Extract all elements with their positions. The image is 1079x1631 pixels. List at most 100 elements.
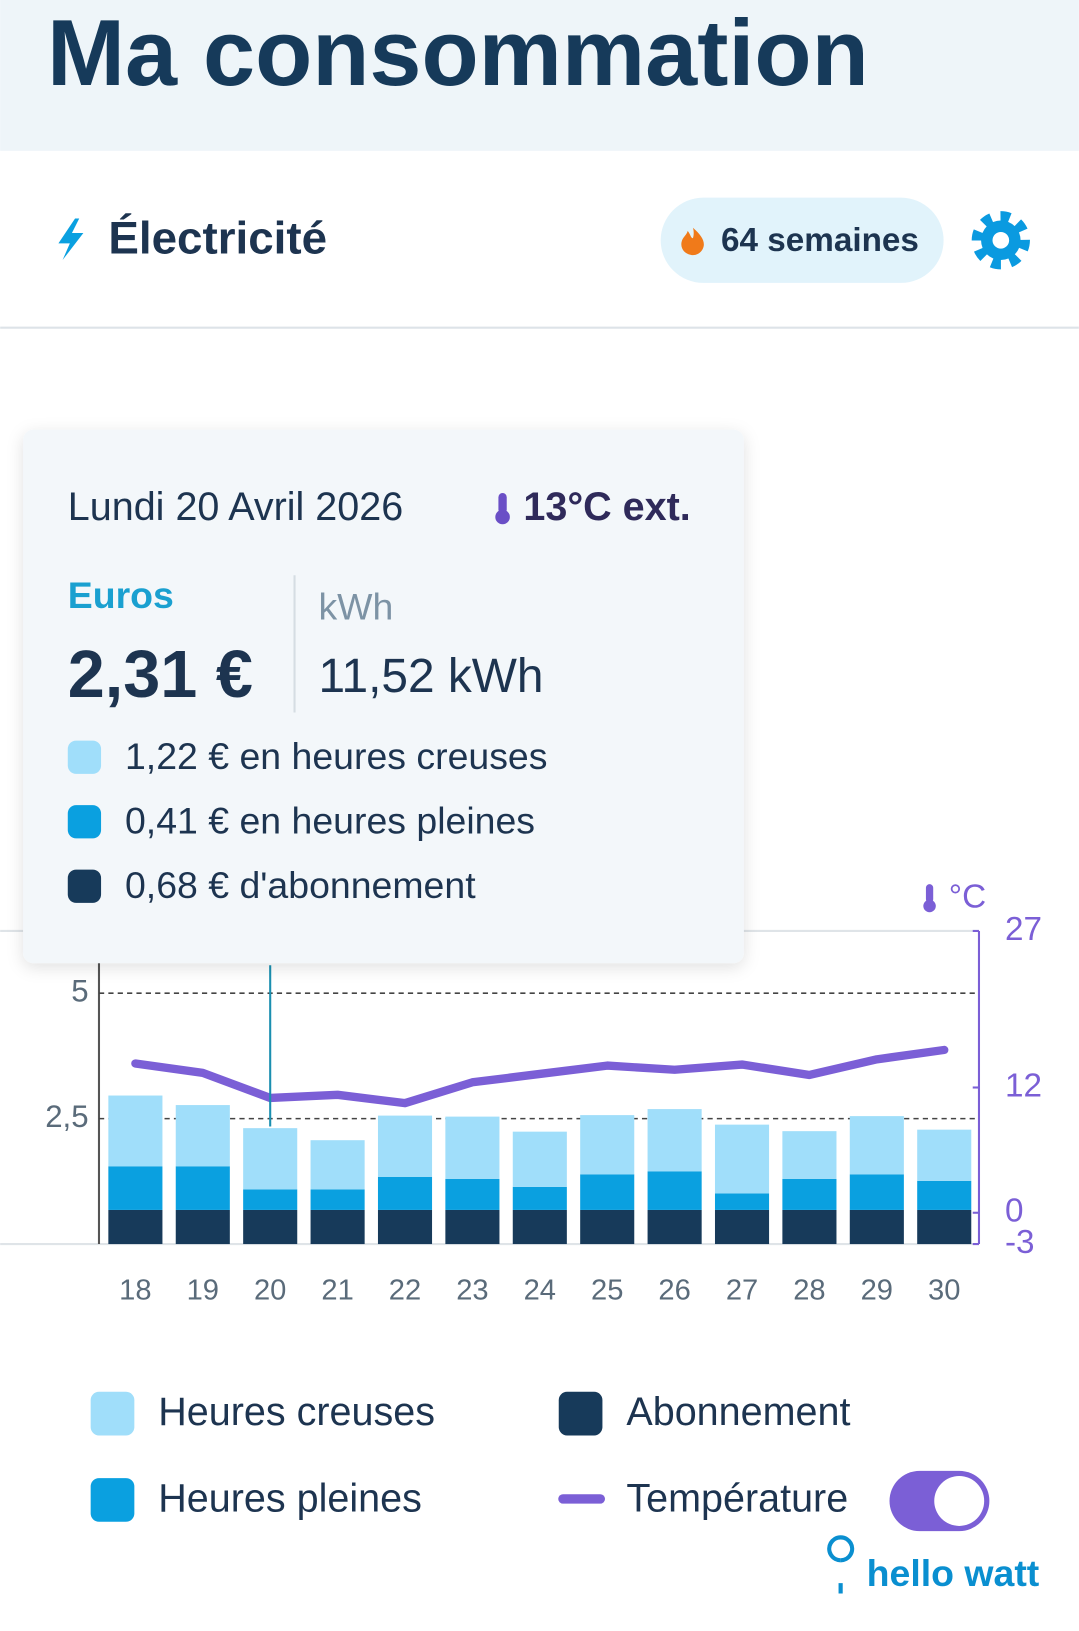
x-tick-label: 21 (321, 1275, 353, 1307)
temperature-toggle[interactable] (889, 1470, 990, 1532)
tooltip-item: 0,68 € d'abonnement (125, 864, 476, 906)
y2-axis-label: °C (949, 879, 986, 916)
x-tick-label: 25 (591, 1275, 623, 1307)
legend-label: Abonnement (626, 1390, 850, 1434)
header-bg (0, 0, 1079, 151)
gear-teeth (971, 211, 1030, 270)
swatch (67, 805, 102, 839)
bulb-icon (827, 1535, 855, 1594)
bar-segment (445, 1116, 500, 1179)
bar-segment (175, 1105, 230, 1167)
bar-segment (243, 1128, 298, 1190)
x-tick-label: 27 (726, 1275, 758, 1307)
bar-segment (310, 1140, 365, 1190)
kwh-total: 11,52 kWh (318, 650, 543, 703)
bar-segment (108, 1095, 163, 1167)
thermometer-icon (925, 884, 934, 903)
y2-tick-label: 27 (1005, 911, 1042, 948)
bar-segment (175, 1166, 230, 1210)
streak-pill[interactable]: 64 semaines (660, 197, 944, 283)
bar-segment (512, 1131, 567, 1187)
thermometer-icon (923, 899, 936, 913)
y2-tick-label: -3 (1005, 1224, 1035, 1261)
x-tick-label: 18 (119, 1275, 151, 1307)
temperature-line (131, 1045, 949, 1108)
x-tick-label: 29 (861, 1275, 893, 1307)
streak-text: 64 semaines (721, 222, 919, 259)
brand: hello watt (827, 1535, 1040, 1594)
bar-segment (917, 1209, 972, 1245)
legend-label: Température (626, 1476, 848, 1520)
legend-swatch (558, 1391, 603, 1436)
energy-label: Électricité (108, 212, 327, 263)
bar-segment (175, 1209, 230, 1245)
bar-segment (849, 1116, 904, 1175)
bar-segment (714, 1209, 770, 1245)
bar-segment (782, 1209, 837, 1245)
tooltip-item: 0,41 € en heures pleines (125, 800, 535, 842)
bar-segment (108, 1209, 163, 1245)
pill-bg (660, 197, 944, 283)
legend: Heures creuses Heures pleines Abonnement Te… (90, 1390, 850, 1522)
tooltip-date: Lundi 20 Avril 2026 (68, 485, 403, 529)
legend-swatch (90, 1478, 135, 1522)
tooltip: Lundi 20 Avril 2026 13°C ext. Euros kWh … (23, 429, 744, 964)
x-tick-label: 24 (524, 1275, 556, 1307)
bar-segment (782, 1178, 837, 1210)
page-title: Ma consommation (47, 0, 869, 105)
bar-segment (310, 1209, 365, 1245)
bar-segment (377, 1115, 433, 1177)
bar-segment (647, 1171, 702, 1210)
bar-segment (243, 1189, 298, 1210)
x-tick-label: 22 (389, 1275, 421, 1307)
kwh-label: kWh (318, 585, 393, 627)
tooltip-item: 1,22 € en heures creuses (125, 735, 548, 777)
settings-button[interactable] (971, 211, 1030, 270)
bar-segment (310, 1189, 365, 1210)
tooltip-temperature: 13°C ext. (523, 485, 690, 529)
bar-segment (512, 1209, 567, 1245)
swatch (67, 869, 102, 903)
bar-segment (647, 1209, 702, 1245)
bar-segment (377, 1209, 433, 1245)
euros-total: 2,31 € (68, 638, 253, 712)
y2-tick-label: 12 (1005, 1067, 1042, 1104)
flame-icon (681, 227, 704, 256)
bar-segment (580, 1209, 635, 1245)
bar-segment (377, 1176, 433, 1210)
bar-segment (849, 1209, 904, 1245)
x-tick-label: 28 (793, 1275, 825, 1307)
legend-label: Heures creuses (158, 1390, 435, 1434)
y-tick-label: 2,5 (45, 1099, 88, 1134)
y-tick-label: 5 (71, 973, 88, 1008)
tooltip-bg (23, 429, 744, 964)
brand-name: hello watt (867, 1552, 1040, 1594)
chart: 2,5 5 -30 12 27 °C 18 19 20 21 22 23 24 25 26 27 28 29 30 (0, 879, 1042, 1307)
bar-segment (917, 1129, 972, 1181)
swatch (67, 740, 102, 774)
legend-label: Heures pleines (158, 1476, 422, 1520)
y2-tick-label: 0 (1005, 1193, 1024, 1230)
x-tick-label: 20 (254, 1275, 286, 1307)
euros-label: Euros (68, 574, 174, 616)
bar-segment (714, 1193, 770, 1210)
bar-segment (714, 1124, 770, 1194)
bolt-icon (58, 218, 84, 261)
bar-segment (849, 1174, 904, 1210)
bar-segment (647, 1109, 702, 1172)
bar-segment (108, 1166, 163, 1210)
gear-hole (992, 231, 1010, 249)
bar-segment (782, 1131, 837, 1179)
x-tick-label: 19 (187, 1275, 219, 1307)
bar-segment (243, 1209, 298, 1245)
bar-segment (580, 1174, 635, 1210)
bar-segment (445, 1209, 500, 1245)
legend-swatch (90, 1391, 135, 1436)
thermometer-icon (495, 493, 510, 525)
x-tick-label: 26 (658, 1275, 690, 1307)
bar-segment (512, 1186, 567, 1210)
x-tick-label: 30 (928, 1275, 960, 1307)
toggle-knob (934, 1476, 985, 1526)
bar-segment (917, 1180, 972, 1210)
